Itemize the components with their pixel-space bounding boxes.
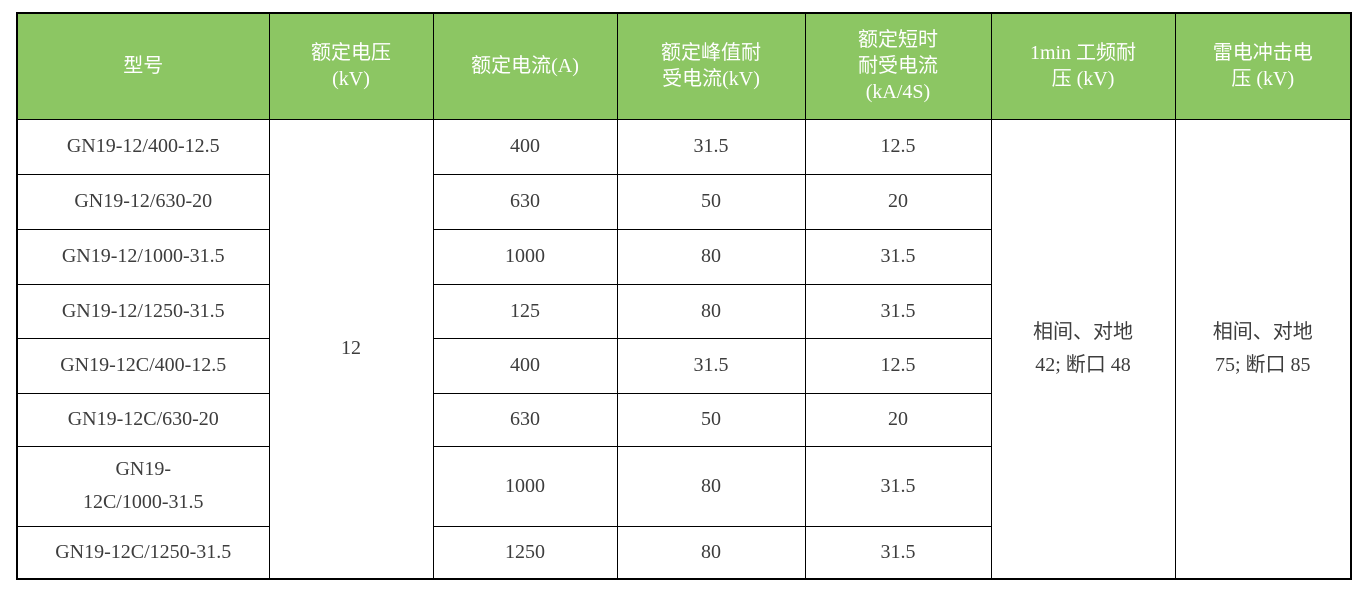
peak-current-cell: 80 xyxy=(616,283,806,339)
peak-current-cell: 80 xyxy=(616,525,806,580)
model-cell: GN19-12/400-12.5 xyxy=(16,118,270,175)
short-time-current-cell: 12.5 xyxy=(804,337,992,394)
table-row: GN19-12/1250-31.5 125 80 31.5 xyxy=(16,283,1351,339)
header-cell-rated-voltage: 额定电压 (kV) xyxy=(268,12,434,120)
table-row: GN19- 12C/1000-31.5 1000 80 31.5 xyxy=(16,445,1351,527)
model-cell: GN19-12C/1250-31.5 xyxy=(16,525,270,580)
short-time-current-cell: 31.5 xyxy=(804,525,992,580)
lightning-impulse-cell: 相间、对地 75; 断口 85 xyxy=(1174,118,1352,580)
model-cell: GN19-12C/630-20 xyxy=(16,392,270,447)
current-cell: 630 xyxy=(432,173,618,230)
model-cell: GN19-12/1000-31.5 xyxy=(16,228,270,285)
peak-current-cell: 50 xyxy=(616,173,806,230)
peak-current-cell: 50 xyxy=(616,392,806,447)
header-cell-lightning-impulse: 雷电冲击电 压 (kV) xyxy=(1174,12,1352,120)
short-time-current-cell: 12.5 xyxy=(804,118,992,175)
table-row: GN19-12C/400-12.5 400 31.5 12.5 xyxy=(16,337,1351,394)
table-row: GN19-12/630-20 630 50 20 xyxy=(16,173,1351,230)
current-cell: 1000 xyxy=(432,228,618,285)
current-cell: 630 xyxy=(432,392,618,447)
short-time-current-cell: 31.5 xyxy=(804,283,992,339)
power-frequency-cell: 相间、对地 42; 断口 48 xyxy=(990,118,1176,580)
peak-current-cell: 31.5 xyxy=(616,118,806,175)
rated-voltage-cell: 12 xyxy=(268,118,434,580)
header-cell-short-time: 额定短时 耐受电流 (kA/4S) xyxy=(804,12,992,120)
table-row: GN19-12/1000-31.5 1000 80 31.5 xyxy=(16,228,1351,285)
short-time-current-cell: 20 xyxy=(804,173,992,230)
table-row: GN19-12/400-12.5 12 400 31.5 12.5 相间、对地 … xyxy=(16,118,1352,580)
peak-current-cell: 80 xyxy=(616,228,806,285)
current-cell: 1250 xyxy=(432,525,618,580)
short-time-current-cell: 31.5 xyxy=(804,445,992,527)
model-cell: GN19-12/1250-31.5 xyxy=(16,283,270,339)
table-row: GN19-12C/1250-31.5 1250 80 31.5 xyxy=(16,525,1351,580)
model-cell: GN19-12C/400-12.5 xyxy=(16,337,270,394)
model-cell: GN19-12/630-20 xyxy=(16,173,270,230)
current-cell: 400 xyxy=(432,118,618,175)
short-time-current-cell: 20 xyxy=(804,392,992,447)
header-cell-rated-current: 额定电流(A) xyxy=(432,12,618,120)
header-cell-power-frequency: 1min 工频耐 压 (kV) xyxy=(990,12,1176,120)
peak-current-cell: 31.5 xyxy=(616,337,806,394)
table-row: GN19-12C/630-20 630 50 20 xyxy=(16,392,1351,447)
spec-table: 型号 额定电压 (kV) 额定电流(A) 额定峰值耐 受电流(kV) 额定短时 … xyxy=(16,12,1352,580)
header-cell-model: 型号 xyxy=(16,12,270,120)
header-row: 型号 额定电压 (kV) 额定电流(A) 额定峰值耐 受电流(kV) 额定短时 … xyxy=(16,12,1352,120)
header-cell-peak-current: 额定峰值耐 受电流(kV) xyxy=(616,12,806,120)
model-cell: GN19- 12C/1000-31.5 xyxy=(16,445,270,527)
current-cell: 400 xyxy=(432,337,618,394)
peak-current-cell: 80 xyxy=(616,445,806,527)
current-cell: 1000 xyxy=(432,445,618,527)
current-cell: 125 xyxy=(432,283,618,339)
short-time-current-cell: 31.5 xyxy=(804,228,992,285)
spec-table-container: 型号 额定电压 (kV) 额定电流(A) 额定峰值耐 受电流(kV) 额定短时 … xyxy=(16,12,1352,580)
